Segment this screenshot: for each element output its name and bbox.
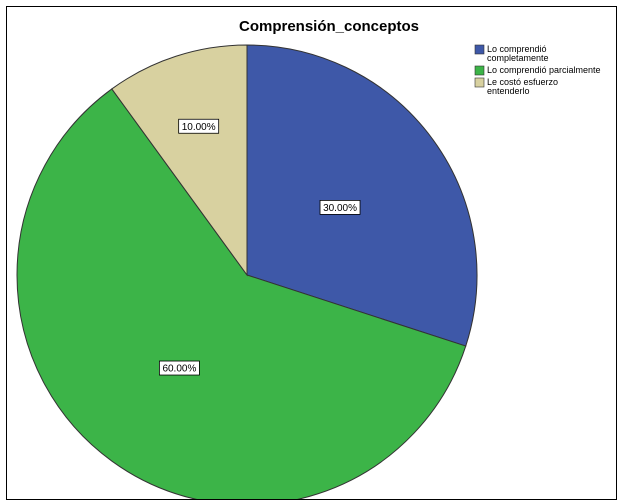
legend: Lo comprendió completamente Lo comprendió … — [474, 44, 601, 96]
slice-label-parcialmente: 60.00% — [159, 360, 200, 376]
slice-value-label: 10.00% — [182, 122, 216, 133]
legend-item-esfuerzo: Le costó esfuerzo entenderlo — [474, 77, 558, 96]
legend-swatch — [474, 77, 485, 88]
pie-slice-parcialmente — [16, 88, 467, 499]
slice-value-label: 30.00% — [323, 203, 357, 214]
chart-title: Comprensión_conceptos — [239, 18, 419, 35]
pie-slices — [16, 44, 478, 499]
pie-slice-esfuerzo — [111, 44, 248, 277]
legend-label: Lo comprendió completamente — [487, 44, 549, 63]
slice-value-label: 60.00% — [162, 364, 196, 375]
legend-item-parcialmente: Lo comprendió parcialmente — [474, 65, 601, 76]
legend-swatch — [474, 65, 485, 76]
legend-label: Lo comprendió parcialmente — [487, 65, 601, 75]
legend-label: Le costó esfuerzo entenderlo — [487, 77, 558, 96]
legend-item-completamente: Lo comprendió completamente — [474, 44, 549, 63]
slice-label-esfuerzo: 10.00% — [178, 118, 220, 134]
chart-frame: 30.00% 60.00% 10.00% Comprensión_conceptos… — [6, 6, 617, 500]
pie-chart: 30.00% 60.00% 10.00% Comprensión_conceptos… — [16, 18, 601, 499]
legend-swatch — [474, 44, 485, 55]
slice-label-completamente: 30.00% — [319, 200, 361, 215]
pie-slice-completamente — [246, 44, 478, 347]
slice-labels: 30.00% 60.00% 10.00% — [159, 118, 361, 376]
